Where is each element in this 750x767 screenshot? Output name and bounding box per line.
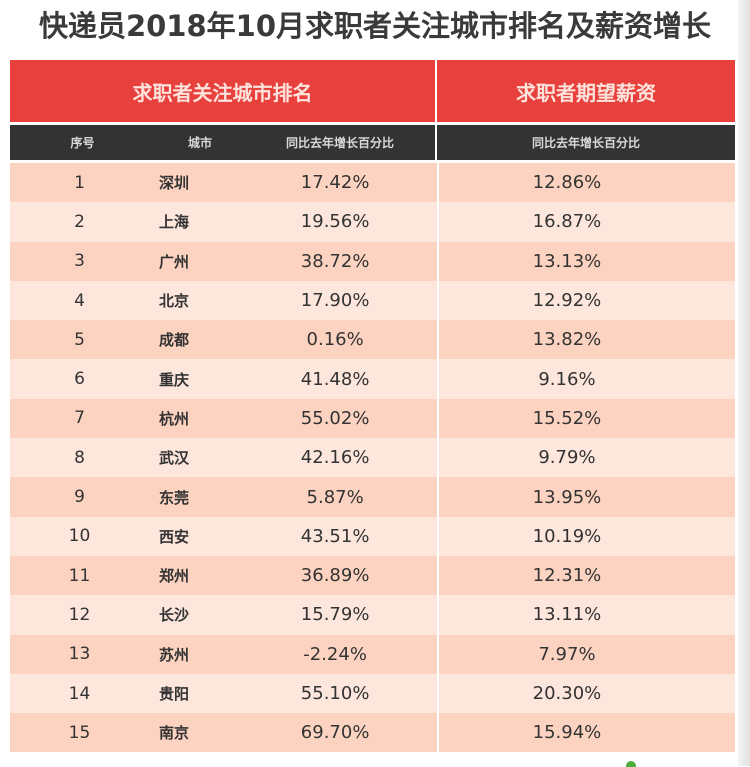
city-cell: 上海 bbox=[153, 202, 244, 242]
salary-growth-cell: 13.13% bbox=[438, 241, 735, 281]
column-header-row: 序号 城市 同比去年增长百分比 同比去年增长百分比 bbox=[10, 125, 735, 160]
attention-growth-cell: 5.87% bbox=[243, 477, 437, 517]
city-cell: 南京 bbox=[153, 713, 244, 753]
attention-growth-cell: 19.56% bbox=[243, 202, 437, 242]
group-header-expected-salary: 求职者期望薪资 bbox=[437, 60, 735, 122]
rank-cell: 9 bbox=[10, 477, 154, 517]
rank-cell: 6 bbox=[10, 359, 154, 399]
rank-cell: 15 bbox=[10, 713, 154, 753]
city-cell: 郑州 bbox=[153, 555, 244, 596]
attention-growth-cell: 43.51% bbox=[243, 516, 437, 556]
group-header-city-ranking: 求职者关注城市排名 bbox=[10, 60, 435, 122]
ranking-table: 求职者关注城市排名 求职者期望薪资 序号 城市 同比去年增长百分比 同比去年增长… bbox=[10, 60, 735, 753]
rank-cell: 4 bbox=[10, 280, 154, 321]
page-title: 快递员2018年10月求职者关注城市排名及薪资增长 bbox=[38, 9, 712, 43]
city-cell: 北京 bbox=[153, 280, 244, 321]
table-row: 15 南京 69.70% 15.94% bbox=[10, 713, 735, 753]
rank-cell: 7 bbox=[10, 398, 154, 439]
rank-cell: 5 bbox=[10, 320, 154, 360]
table-row: 7 杭州 55.02% 15.52% bbox=[10, 398, 735, 439]
attention-growth-cell: 69.70% bbox=[243, 713, 437, 753]
rank-cell: 1 bbox=[10, 163, 154, 203]
rank-cell: 3 bbox=[10, 241, 154, 281]
decorative-dot bbox=[626, 761, 636, 767]
rank-cell: 10 bbox=[10, 516, 154, 556]
table-row: 14 贵阳 55.10% 20.30% bbox=[10, 673, 735, 714]
salary-growth-cell: 10.19% bbox=[438, 516, 735, 556]
salary-growth-cell: 7.97% bbox=[438, 634, 735, 674]
table-row: 11 郑州 36.89% 12.31% bbox=[10, 555, 735, 596]
rank-cell: 2 bbox=[10, 202, 154, 242]
attention-growth-cell: 0.16% bbox=[243, 320, 437, 360]
table-row: 13 苏州 -2.24% 7.97% bbox=[10, 634, 735, 674]
city-cell: 重庆 bbox=[153, 359, 244, 399]
salary-growth-cell: 13.95% bbox=[438, 477, 735, 517]
column-header-city: 城市 bbox=[155, 125, 245, 160]
table-row: 3 广州 38.72% 13.13% bbox=[10, 241, 735, 281]
salary-growth-cell: 12.31% bbox=[438, 555, 735, 596]
table-row: 10 西安 43.51% 10.19% bbox=[10, 516, 735, 556]
city-cell: 苏州 bbox=[153, 634, 244, 674]
rank-cell: 8 bbox=[10, 438, 154, 478]
page-edge-shadow bbox=[738, 0, 750, 766]
salary-growth-cell: 20.30% bbox=[438, 673, 735, 714]
rank-cell: 12 bbox=[10, 595, 154, 635]
city-cell: 贵阳 bbox=[153, 673, 244, 714]
attention-growth-cell: 55.10% bbox=[243, 673, 437, 714]
table-body: 1 深圳 17.42% 12.86% 2 上海 19.56% 16.87% 3 广州 38.72% 1… bbox=[10, 163, 735, 753]
attention-growth-cell: 36.89% bbox=[243, 555, 437, 596]
group-header-row: 求职者关注城市排名 求职者期望薪资 bbox=[10, 60, 735, 122]
salary-growth-cell: 12.86% bbox=[438, 163, 735, 203]
rank-cell: 11 bbox=[10, 555, 154, 596]
attention-growth-cell: -2.24% bbox=[243, 634, 437, 674]
salary-growth-cell: 9.16% bbox=[438, 359, 735, 399]
table-row: 5 成都 0.16% 13.82% bbox=[10, 320, 735, 360]
table-row: 2 上海 19.56% 16.87% bbox=[10, 202, 735, 242]
rank-cell: 13 bbox=[10, 634, 154, 674]
city-cell: 成都 bbox=[153, 320, 244, 360]
attention-growth-cell: 38.72% bbox=[243, 241, 437, 281]
city-cell: 东莞 bbox=[153, 477, 244, 517]
column-header-attention-growth: 同比去年增长百分比 bbox=[245, 125, 435, 160]
city-cell: 武汉 bbox=[153, 438, 244, 478]
attention-growth-cell: 42.16% bbox=[243, 438, 437, 478]
attention-growth-cell: 41.48% bbox=[243, 359, 437, 399]
city-cell: 杭州 bbox=[153, 398, 244, 439]
column-header-salary-growth: 同比去年增长百分比 bbox=[437, 125, 735, 160]
table-row: 6 重庆 41.48% 9.16% bbox=[10, 359, 735, 399]
attention-growth-cell: 55.02% bbox=[243, 398, 437, 439]
salary-growth-cell: 15.52% bbox=[438, 398, 735, 439]
attention-growth-cell: 17.42% bbox=[243, 163, 437, 203]
city-cell: 深圳 bbox=[153, 163, 244, 203]
city-cell: 西安 bbox=[153, 516, 244, 556]
table-row: 8 武汉 42.16% 9.79% bbox=[10, 438, 735, 478]
table-row: 9 东莞 5.87% 13.95% bbox=[10, 477, 735, 517]
column-header-rank: 序号 bbox=[10, 125, 155, 160]
salary-growth-cell: 16.87% bbox=[438, 202, 735, 242]
table-row: 12 长沙 15.79% 13.11% bbox=[10, 595, 735, 635]
attention-growth-cell: 15.79% bbox=[243, 595, 437, 635]
salary-growth-cell: 9.79% bbox=[438, 438, 735, 478]
salary-growth-cell: 13.11% bbox=[438, 595, 735, 635]
table-row: 4 北京 17.90% 12.92% bbox=[10, 280, 735, 321]
salary-growth-cell: 12.92% bbox=[438, 280, 735, 321]
salary-growth-cell: 15.94% bbox=[438, 713, 735, 753]
city-cell: 长沙 bbox=[153, 595, 244, 635]
city-cell: 广州 bbox=[153, 241, 244, 281]
salary-growth-cell: 13.82% bbox=[438, 320, 735, 360]
table-row: 1 深圳 17.42% 12.86% bbox=[10, 163, 735, 203]
attention-growth-cell: 17.90% bbox=[243, 280, 437, 321]
rank-cell: 14 bbox=[10, 673, 154, 714]
